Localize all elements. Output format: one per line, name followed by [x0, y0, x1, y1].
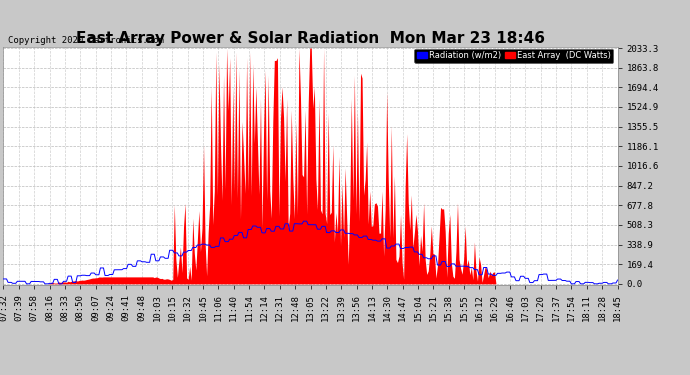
Title: East Array Power & Solar Radiation  Mon Mar 23 18:46: East Array Power & Solar Radiation Mon M… [76, 31, 545, 46]
Legend: Radiation (w/m2), East Array  (DC Watts): Radiation (w/m2), East Array (DC Watts) [414, 49, 613, 63]
Text: Copyright 2020 Cartronics.com: Copyright 2020 Cartronics.com [8, 36, 164, 45]
